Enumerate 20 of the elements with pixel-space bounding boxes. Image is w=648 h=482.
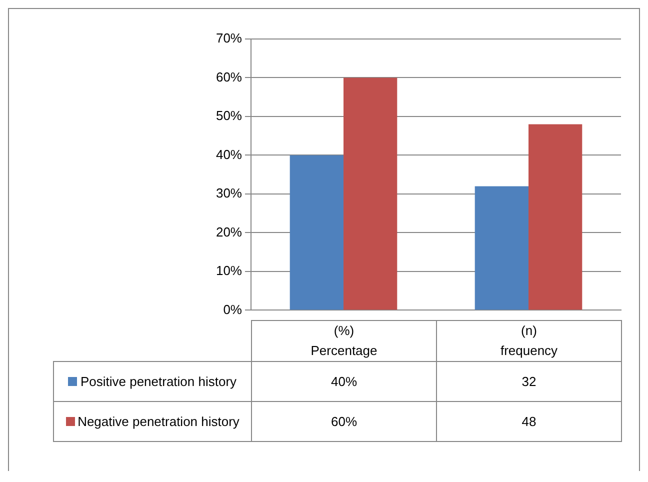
legend-label: Negative penetration history [54,402,252,442]
data-label: 32 [436,362,622,402]
x-tick-label: (n) frequency [436,320,622,362]
bar [474,186,528,310]
data-label: 60% [252,402,436,442]
bar [528,124,582,310]
y-tick-label: 40% [216,146,242,162]
legend-label: Positive penetration history [54,362,252,402]
y-tick-label: 0% [223,302,242,317]
data-label: 40% [252,362,436,402]
y-tick-label: 70% [216,30,242,46]
data-label: 48 [436,402,622,442]
x-tick-label: (%) Percentage [252,320,436,362]
y-tick-label: 20% [216,224,242,240]
y-tick-label: 10% [216,263,242,278]
y-tick-label: 60% [216,69,242,84]
bar [290,155,344,310]
y-tick-label: 50% [216,108,242,124]
bar [344,78,398,310]
y-tick-label: 30% [216,186,242,201]
